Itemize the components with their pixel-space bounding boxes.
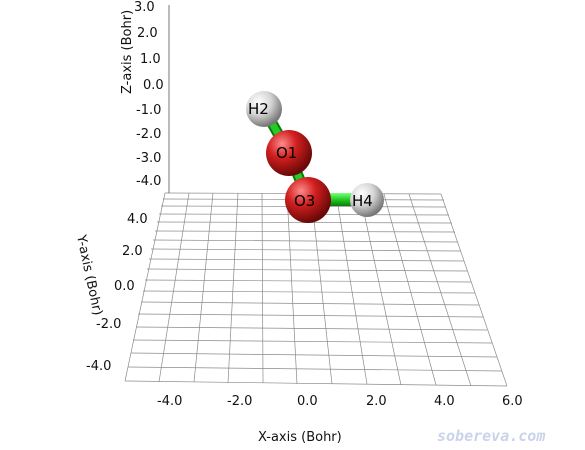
z-tick-label: 3.0 [134, 0, 155, 15]
atom-label-o1: O1 [276, 144, 297, 162]
z-tick-label: -4.0 [136, 174, 161, 189]
x-tick-label: -2.0 [227, 394, 252, 409]
atom-o1[interactable]: O1 [266, 130, 312, 176]
y-tick-label: 2.0 [122, 244, 143, 259]
atom-o3[interactable]: O3 [285, 177, 331, 223]
x-tick-label: 2.0 [366, 394, 387, 409]
atom-label-h2: H2 [248, 100, 269, 118]
atom-label-h4: H4 [352, 192, 373, 210]
y-tick-label: 0.0 [114, 279, 135, 294]
y-axis-ticks: 4.0 2.0 0.0 -2.0 -4.0 [86, 212, 148, 374]
y-tick-label: 4.0 [127, 212, 148, 227]
x-tick-label: 4.0 [434, 394, 455, 409]
atom-label-o3: O3 [294, 192, 315, 210]
z-axis-title: Z-axis (Bohr) [120, 10, 135, 94]
z-axis-ticks: 3.0 2.0 1.0 0.0 -1.0 -2.0 -3.0 -4.0 [134, 0, 164, 189]
x-tick-label: 0.0 [297, 394, 318, 409]
z-tick-label: -3.0 [136, 151, 161, 166]
atom-h2[interactable]: H2 [246, 91, 282, 127]
x-axis-title: X-axis (Bohr) [258, 430, 342, 445]
watermark: sobereva.com [437, 427, 545, 445]
atom-h4[interactable]: H4 [350, 183, 384, 217]
x-axis-ticks: -4.0 -2.0 0.0 2.0 4.0 6.0 [157, 394, 523, 409]
y-axis-title: Y-axis (Bohr) [73, 233, 105, 317]
z-tick-label: -2.0 [136, 127, 161, 142]
floor-grid [124, 192, 508, 387]
z-tick-label: 2.0 [137, 26, 158, 41]
x-tick-label: 6.0 [502, 394, 523, 409]
z-tick-label: 1.0 [140, 52, 161, 67]
z-tick-label: 0.0 [143, 78, 164, 93]
z-tick-label: -1.0 [136, 103, 161, 118]
x-tick-label: -4.0 [157, 394, 182, 409]
y-tick-label: -4.0 [86, 359, 111, 374]
y-tick-label: -2.0 [96, 317, 121, 332]
